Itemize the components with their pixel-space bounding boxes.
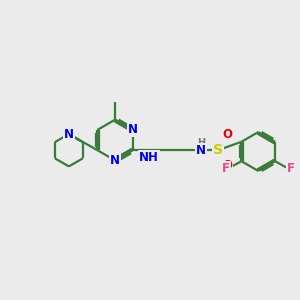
Text: N: N [110, 154, 120, 167]
Text: F: F [222, 162, 230, 175]
Text: O: O [222, 128, 233, 141]
Text: O: O [222, 159, 233, 172]
Text: S: S [213, 143, 223, 157]
Text: N: N [196, 144, 206, 157]
Text: N: N [64, 128, 74, 141]
Text: H: H [197, 138, 205, 148]
Text: N: N [128, 123, 138, 136]
Text: NH: NH [139, 151, 159, 164]
Text: F: F [287, 162, 295, 175]
